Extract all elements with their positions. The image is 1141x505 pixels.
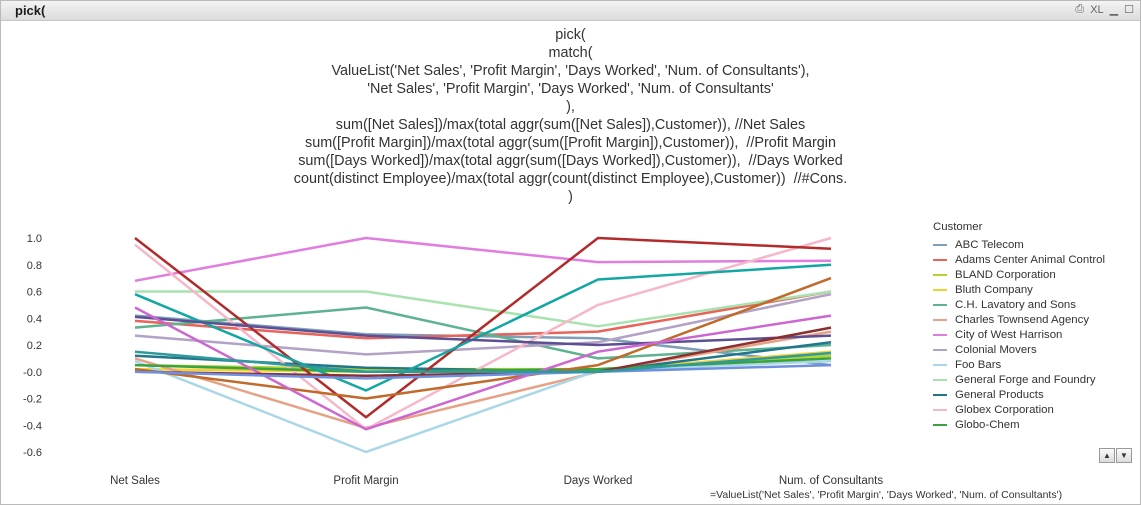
y-tick-label: 0.6 [27,287,42,299]
legend-label: ABC Telecom [955,238,1024,251]
window-caption-bar[interactable]: pick( ⎙ XL ▁ ☐ [1,1,1140,21]
legend-label: City of West Harrison [955,328,1063,341]
legend-swatch [933,273,947,276]
scroll-up-button[interactable]: ▲ [1099,448,1115,463]
series-line[interactable] [134,315,832,347]
y-tick-label: -0.2 [23,394,42,406]
dimension-label: =ValueList('Net Sales', 'Profit Margin',… [710,489,1063,501]
legend-item[interactable]: Globex Corporation [933,402,1105,417]
legend-items: ABC Telecom Adams Center Animal Control BL… [933,237,1105,432]
legend-swatch [933,243,947,246]
window-title: pick( [15,3,46,18]
y-tick-label: -0.6 [23,447,42,459]
legend-item[interactable]: ABC Telecom [933,237,1105,252]
caption-icons: ⎙ XL ▁ ☐ [1075,3,1134,16]
legend-label: BLAND Corporation [955,268,1056,281]
legend-swatch [933,423,947,426]
legend-swatch [933,258,947,261]
expression-line: ValueList('Net Sales', 'Profit Margin', … [331,63,810,79]
xl-icon[interactable]: XL [1090,3,1104,16]
y-tick-label: 0.8 [27,260,42,272]
legend-swatch [933,288,947,291]
expression-line: pick( [555,27,586,43]
legend-swatch [933,348,947,351]
legend-label: Foo Bars [955,358,1002,371]
series-line[interactable] [134,330,832,430]
series-line[interactable] [134,236,832,283]
x-tick-label: Days Worked [564,475,633,487]
legend-swatch [933,393,947,396]
legend-swatch [933,378,947,381]
legend-item[interactable]: Bluth Company [933,282,1105,297]
y-tick-label: 0.2 [27,340,42,352]
series-line[interactable] [134,292,832,356]
legend-swatch [933,318,947,321]
legend-item[interactable]: City of West Harrison [933,327,1105,342]
x-tick-label: Profit Margin [333,475,398,487]
legend: Customer ABC Telecom Adams Center Animal … [933,221,1105,432]
legend-item[interactable]: C.H. Lavatory and Sons [933,297,1105,312]
legend-swatch [933,408,947,411]
legend-label: General Products [955,388,1044,401]
expression-text: pick( match( ValueList('Net Sales', 'Profi… [0,26,1141,206]
expression-line: ) [568,189,573,205]
y-tick-label: -0.4 [23,420,42,432]
legend-label: C.H. Lavatory and Sons [955,298,1076,311]
series-line[interactable] [134,306,832,431]
legend-item[interactable]: Foo Bars [933,357,1105,372]
series-line[interactable] [134,276,832,400]
legend-label: Globo-Chem [955,418,1020,431]
legend-swatch [933,333,947,336]
x-tick-label: Num. of Consultants [779,475,883,487]
legend-swatch [933,303,947,306]
legend-label: Colonial Movers [955,343,1037,356]
expression-line: ), [566,99,575,115]
y-tick-label: 1.0 [27,233,42,245]
legend-label: Globex Corporation [955,403,1054,416]
legend-item[interactable]: Charles Townsend Agency [933,312,1105,327]
y-tick-label: 0.4 [27,313,42,325]
series-line[interactable] [134,236,832,419]
series-line[interactable] [134,359,832,454]
series-line[interactable] [134,326,832,378]
legend-item[interactable]: Globo-Chem [933,417,1105,432]
legend-title: Customer [933,221,983,233]
expression-line: sum([Net Sales])/max(total aggr(sum([Net… [335,117,806,133]
legend-item[interactable]: General Products [933,387,1105,402]
print-icon[interactable]: ⎙ [1075,3,1085,15]
x-tick-label: Net Sales [110,475,160,487]
legend-label: Charles Townsend Agency [955,313,1090,326]
legend-scroll: ▲ ▼ [1099,448,1132,463]
series-line[interactable] [134,350,832,374]
legend-item[interactable]: BLAND Corporation [933,267,1105,282]
legend-item[interactable]: Adams Center Animal Control [933,252,1105,267]
expression-line: match( [548,45,593,61]
expression-line: count(distinct Employee)/max(total aggr(… [293,171,848,187]
legend-label: Bluth Company [955,283,1033,296]
legend-item[interactable]: Colonial Movers [933,342,1105,357]
expression-line: 'Net Sales', 'Profit Margin', 'Days Work… [367,81,774,97]
minimize-icon[interactable]: ▁ [1109,4,1119,16]
legend-item[interactable]: General Forge and Foundry [933,372,1105,387]
series-line[interactable] [134,263,832,392]
legend-label: General Forge and Foundry [955,373,1096,386]
expression-line: sum([Profit Margin])/max(total aggr(sum(… [305,135,836,151]
scroll-down-button[interactable]: ▼ [1116,448,1132,463]
series-line[interactable] [134,363,832,380]
maximize-icon[interactable]: ☐ [1124,4,1134,16]
y-tick-label: -0.0 [23,367,42,379]
expression-line: sum([Days Worked])/max(total aggr(sum([D… [298,153,843,169]
legend-swatch [933,363,947,366]
legend-label: Adams Center Animal Control [955,253,1106,266]
series-line[interactable] [135,290,832,328]
